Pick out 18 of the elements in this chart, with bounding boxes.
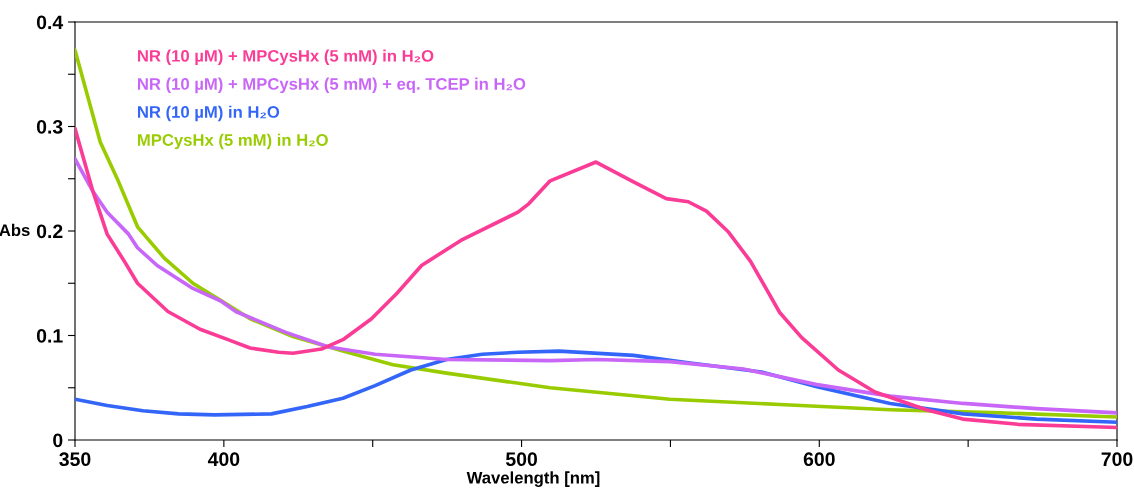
- y-tick-label: 0.3: [36, 119, 63, 134]
- x-axis-title: Wavelength [nm]: [466, 471, 600, 487]
- text: NR (10 µM) in H₂O: [138, 105, 280, 122]
- y-tick-label: 0: [53, 433, 63, 448]
- x-tick-label: 500: [505, 452, 537, 467]
- x-tick-label: 400: [207, 452, 240, 467]
- y-tick-label: 0.1: [36, 328, 63, 343]
- text: NR (10 µM) + MPCysHx (5 mM) in H₂O: [138, 49, 434, 66]
- x-tick-label: 350: [59, 452, 91, 467]
- y-tick-label: 0.4: [36, 15, 64, 30]
- y-axis-title: Abs: [0, 223, 30, 237]
- y-tick-label: 0.2: [36, 224, 63, 239]
- line-series: [75, 157, 1117, 415]
- series-label: MPCysHx (5 mM) in H₂O: [138, 133, 328, 150]
- x-tick-label: 700: [1101, 452, 1133, 467]
- line-series: [75, 126, 1117, 430]
- x-tick-label: 600: [803, 452, 835, 467]
- text: NR (10 µM) + MPCysHx (5 mM) + eq. TCEP in H₂O: [138, 77, 526, 94]
